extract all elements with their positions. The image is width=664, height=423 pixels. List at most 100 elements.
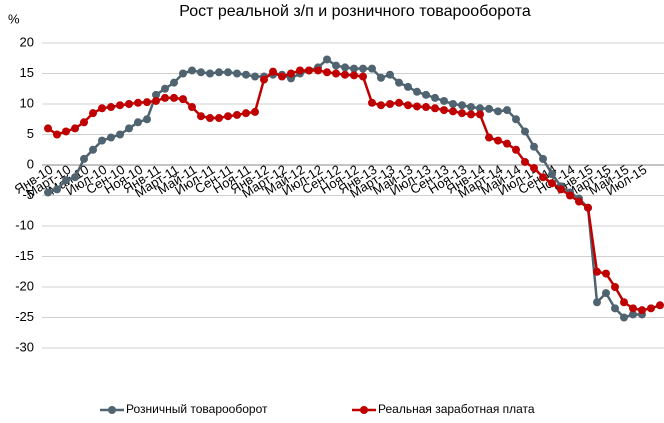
data-point [215,68,223,77]
data-point [98,104,106,113]
data-point [467,103,475,112]
data-point [116,130,124,139]
data-point [449,107,457,116]
data-point [278,72,286,81]
data-point [53,185,61,194]
data-point [224,68,232,77]
data-point [242,109,250,118]
data-point [647,304,655,313]
data-point [188,103,196,112]
data-point [170,78,178,87]
data-point [359,72,367,81]
data-point [629,310,637,319]
data-point [71,173,79,182]
y-tick-label: 0 [27,156,34,171]
data-point [395,78,403,87]
data-point [206,114,214,123]
data-point [161,84,169,93]
data-point [215,114,223,123]
data-point [188,66,196,75]
data-point [404,101,412,110]
data-point [467,110,475,119]
y-tick-label: -15 [15,248,34,263]
data-point [152,96,160,105]
data-point [305,66,313,75]
data-point [557,185,565,194]
data-point [71,124,79,133]
data-point [269,67,277,76]
data-point [575,197,583,206]
data-point [323,68,331,77]
data-point [440,96,448,105]
y-tick-label: 15 [20,65,34,80]
data-point [377,101,385,110]
data-point [197,68,205,77]
data-point [593,267,601,276]
y-tick-label: -20 [15,278,34,293]
data-point [629,304,637,313]
data-point [62,127,70,136]
data-point [251,72,259,81]
data-point [89,145,97,154]
data-point [359,64,367,73]
data-point [566,191,574,200]
data-point [368,64,376,73]
data-point [242,70,250,79]
data-point [413,102,421,111]
data-point [179,95,187,104]
data-point [476,110,484,119]
data-point [548,170,556,179]
data-point [602,269,610,278]
data-point [80,118,88,127]
legend-label: Розничный товарооборот [126,402,268,416]
legend-swatch [108,406,116,414]
data-point [107,133,115,142]
data-point [494,136,502,145]
data-point [395,98,403,107]
legend-swatch [360,406,368,414]
data-point [458,101,466,110]
y-tick-label: -25 [15,309,34,324]
data-point [125,124,133,133]
data-point [44,188,52,197]
y-axis-label: % [8,11,20,26]
data-point [530,164,538,173]
data-point [584,203,592,212]
data-point [503,106,511,115]
data-point [170,93,178,102]
data-point [143,115,151,124]
data-point [386,100,394,108]
data-point [485,133,493,142]
data-point [233,69,241,78]
data-point [107,103,115,112]
data-point [314,66,322,75]
data-point [476,104,484,113]
data-point [440,106,448,115]
data-point [422,103,430,112]
data-point [53,130,61,139]
data-point [620,298,628,307]
data-point [431,93,439,102]
y-tick-label: -30 [15,339,34,354]
data-point [44,124,52,133]
data-point [161,93,169,102]
data-point [530,142,538,151]
data-point [539,154,547,163]
data-point [296,66,304,75]
data-point [368,98,376,107]
data-point [503,139,511,148]
data-point [62,176,70,185]
data-point [341,63,349,72]
data-point [539,173,547,182]
data-point [323,55,331,64]
data-point [521,127,529,136]
data-point [431,104,439,113]
legend-label: Реальная заработная плата [378,402,535,416]
data-point [134,98,142,107]
data-point [251,107,259,116]
y-tick-label: 10 [20,95,34,110]
data-point [134,118,142,127]
chart-title: Рост реальной з/п и розничного товарообо… [179,3,531,20]
y-tick-label: 20 [20,34,34,49]
